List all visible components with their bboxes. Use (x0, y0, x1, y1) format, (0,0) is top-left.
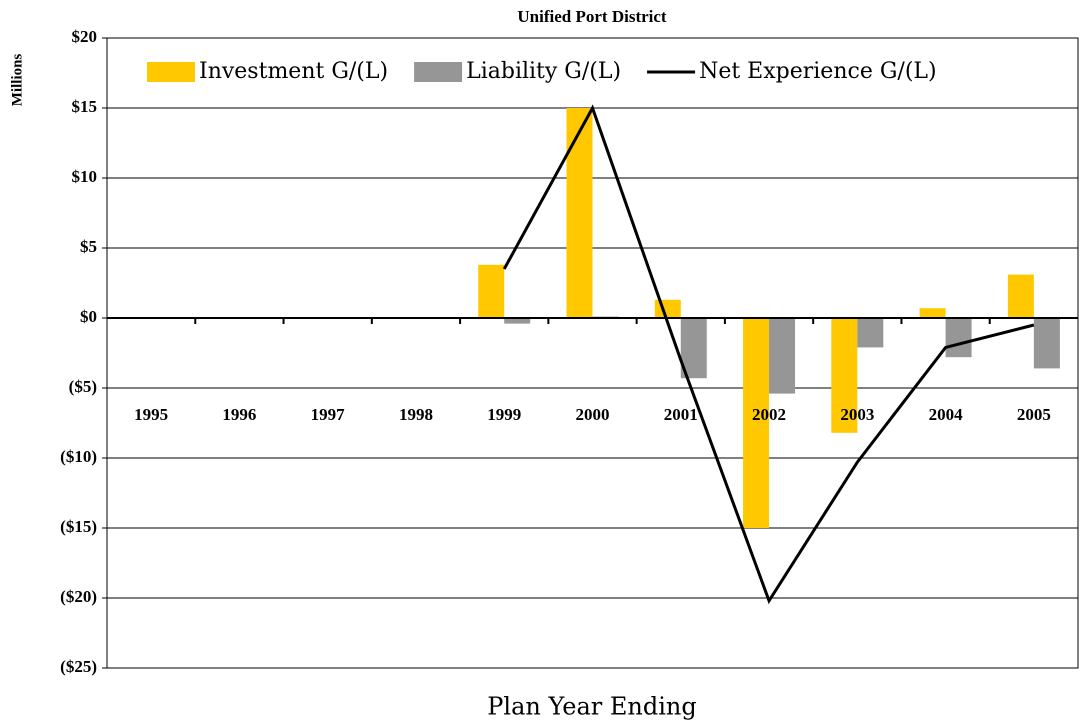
bar (478, 264, 505, 318)
bar (919, 308, 946, 318)
line (502, 104, 1035, 605)
x-tick-label: 2005 (1017, 405, 1051, 424)
y-tick-label: $20 (72, 27, 98, 46)
x-tick-label: 1996 (222, 405, 256, 424)
bar (945, 318, 972, 358)
y-axis-label: Millions (9, 54, 25, 107)
x-axis-label: Plan Year Ending (487, 693, 696, 721)
x-tick-label: 2004 (929, 405, 964, 424)
x-tick-label: 1997 (311, 405, 346, 424)
bar (566, 108, 593, 318)
x-tick-label: 2000 (576, 405, 610, 424)
bar (769, 318, 796, 394)
x-tick-label: 2002 (752, 405, 786, 424)
bar (1033, 318, 1060, 369)
x-tick-label: 1995 (134, 405, 168, 424)
y-tick-label: ($20) (60, 587, 97, 606)
legend-label: Liability G/(L) (466, 59, 621, 84)
y-tick-label: ($5) (69, 377, 97, 396)
bar (857, 318, 884, 348)
y-tick-label: $15 (72, 97, 98, 116)
bar (654, 299, 681, 318)
x-tick-label: 2003 (840, 405, 874, 424)
bar (1007, 274, 1034, 318)
bar (743, 318, 770, 528)
y-tick-label: ($15) (60, 517, 97, 536)
y-tick-label: $0 (80, 307, 97, 326)
bar (504, 318, 531, 324)
y-tick-label: $5 (80, 237, 97, 256)
x-tick-label: 1998 (399, 405, 433, 424)
x-tick-label: 1999 (487, 405, 521, 424)
x-tick-label: 2001 (664, 405, 698, 424)
y-tick-label: $10 (72, 167, 98, 186)
legend-swatch (414, 62, 463, 82)
y-tick-label: ($10) (60, 447, 97, 466)
legend-swatch (147, 62, 195, 82)
legend-label: Investment G/(L) (199, 59, 388, 84)
legend-label: Net Experience G/(L) (699, 59, 937, 84)
bar (831, 318, 858, 433)
chart-title: Unified Port District (517, 7, 667, 26)
y-tick-label: ($25) (60, 657, 97, 676)
